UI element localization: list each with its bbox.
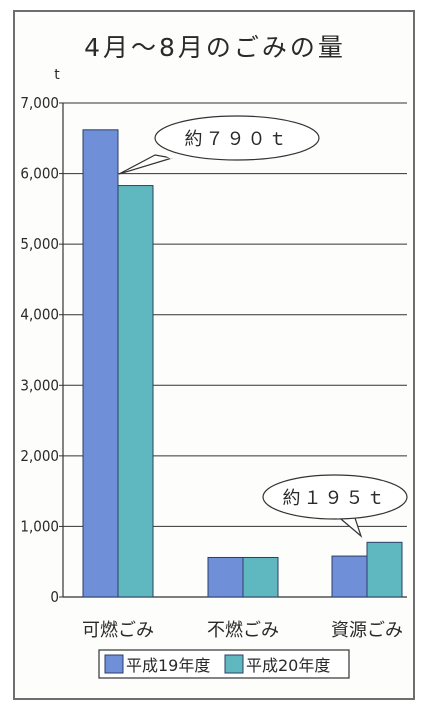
bar-h19-0 bbox=[82, 129, 119, 598]
bubble-body bbox=[262, 474, 408, 520]
bar-chart: 4月～8月のごみの量 t 0 1,000 2,000 3,000 4,000 5,000 6… bbox=[20, 33, 408, 679]
category-labels: 可燃ごみ 不燃ごみ 資源ごみ bbox=[82, 620, 403, 641]
y-tick-label: 4,000 bbox=[20, 306, 59, 324]
y-axis-ticks: 0 1,000 2,000 3,000 4,000 5,000 6,000 7,000 bbox=[20, 94, 59, 606]
category-label: 不燃ごみ bbox=[207, 620, 279, 641]
chart-frame: 4月～8月のごみの量 t 0 1,000 2,000 3,000 4,000 5,000 6… bbox=[13, 10, 415, 700]
bubble-tail-mask bbox=[336, 513, 352, 519]
legend-label: 平成19年度 bbox=[126, 656, 210, 675]
bar-h19-1 bbox=[207, 556, 244, 598]
annotation-text: 約１９５ｔ bbox=[283, 488, 388, 509]
bar-h20-2 bbox=[366, 541, 403, 598]
bars bbox=[82, 129, 403, 598]
annotations: 約７９０ｔ 約１９５ｔ bbox=[118, 115, 408, 538]
bubble-tail-mask bbox=[156, 147, 173, 160]
y-tick-label: 7,000 bbox=[20, 94, 59, 112]
chart-title: 4月～8月のごみの量 bbox=[84, 33, 346, 62]
y-tick-label: 5,000 bbox=[20, 235, 59, 253]
annotation-bubble-2: 約１９５ｔ bbox=[262, 474, 408, 538]
bar-h20-0 bbox=[117, 185, 154, 598]
bubble-body bbox=[154, 115, 320, 161]
y-tick-label: 3,000 bbox=[20, 376, 59, 394]
y-tick-label: 1,000 bbox=[20, 517, 59, 535]
legend-swatch bbox=[224, 654, 244, 674]
category-label: 可燃ごみ bbox=[82, 620, 154, 641]
legend-swatch bbox=[104, 654, 124, 674]
y-tick-label: 0 bbox=[50, 588, 59, 606]
bubble-tail bbox=[118, 154, 173, 175]
y-tick-label: 6,000 bbox=[20, 165, 59, 183]
y-tick-label: 2,000 bbox=[20, 447, 59, 465]
legend: 平成19年度 平成20年度 bbox=[98, 649, 350, 679]
annotation-text: 約７９０ｔ bbox=[185, 129, 290, 150]
annotation-bubble-1: 約７９０ｔ bbox=[118, 115, 320, 175]
category-label: 資源ごみ bbox=[331, 620, 403, 641]
bar-h19-2 bbox=[331, 555, 368, 598]
bar-h20-1 bbox=[242, 556, 279, 598]
legend-box bbox=[98, 649, 350, 679]
y-axis-unit: t bbox=[54, 67, 60, 83]
legend-label: 平成20年度 bbox=[246, 656, 330, 675]
